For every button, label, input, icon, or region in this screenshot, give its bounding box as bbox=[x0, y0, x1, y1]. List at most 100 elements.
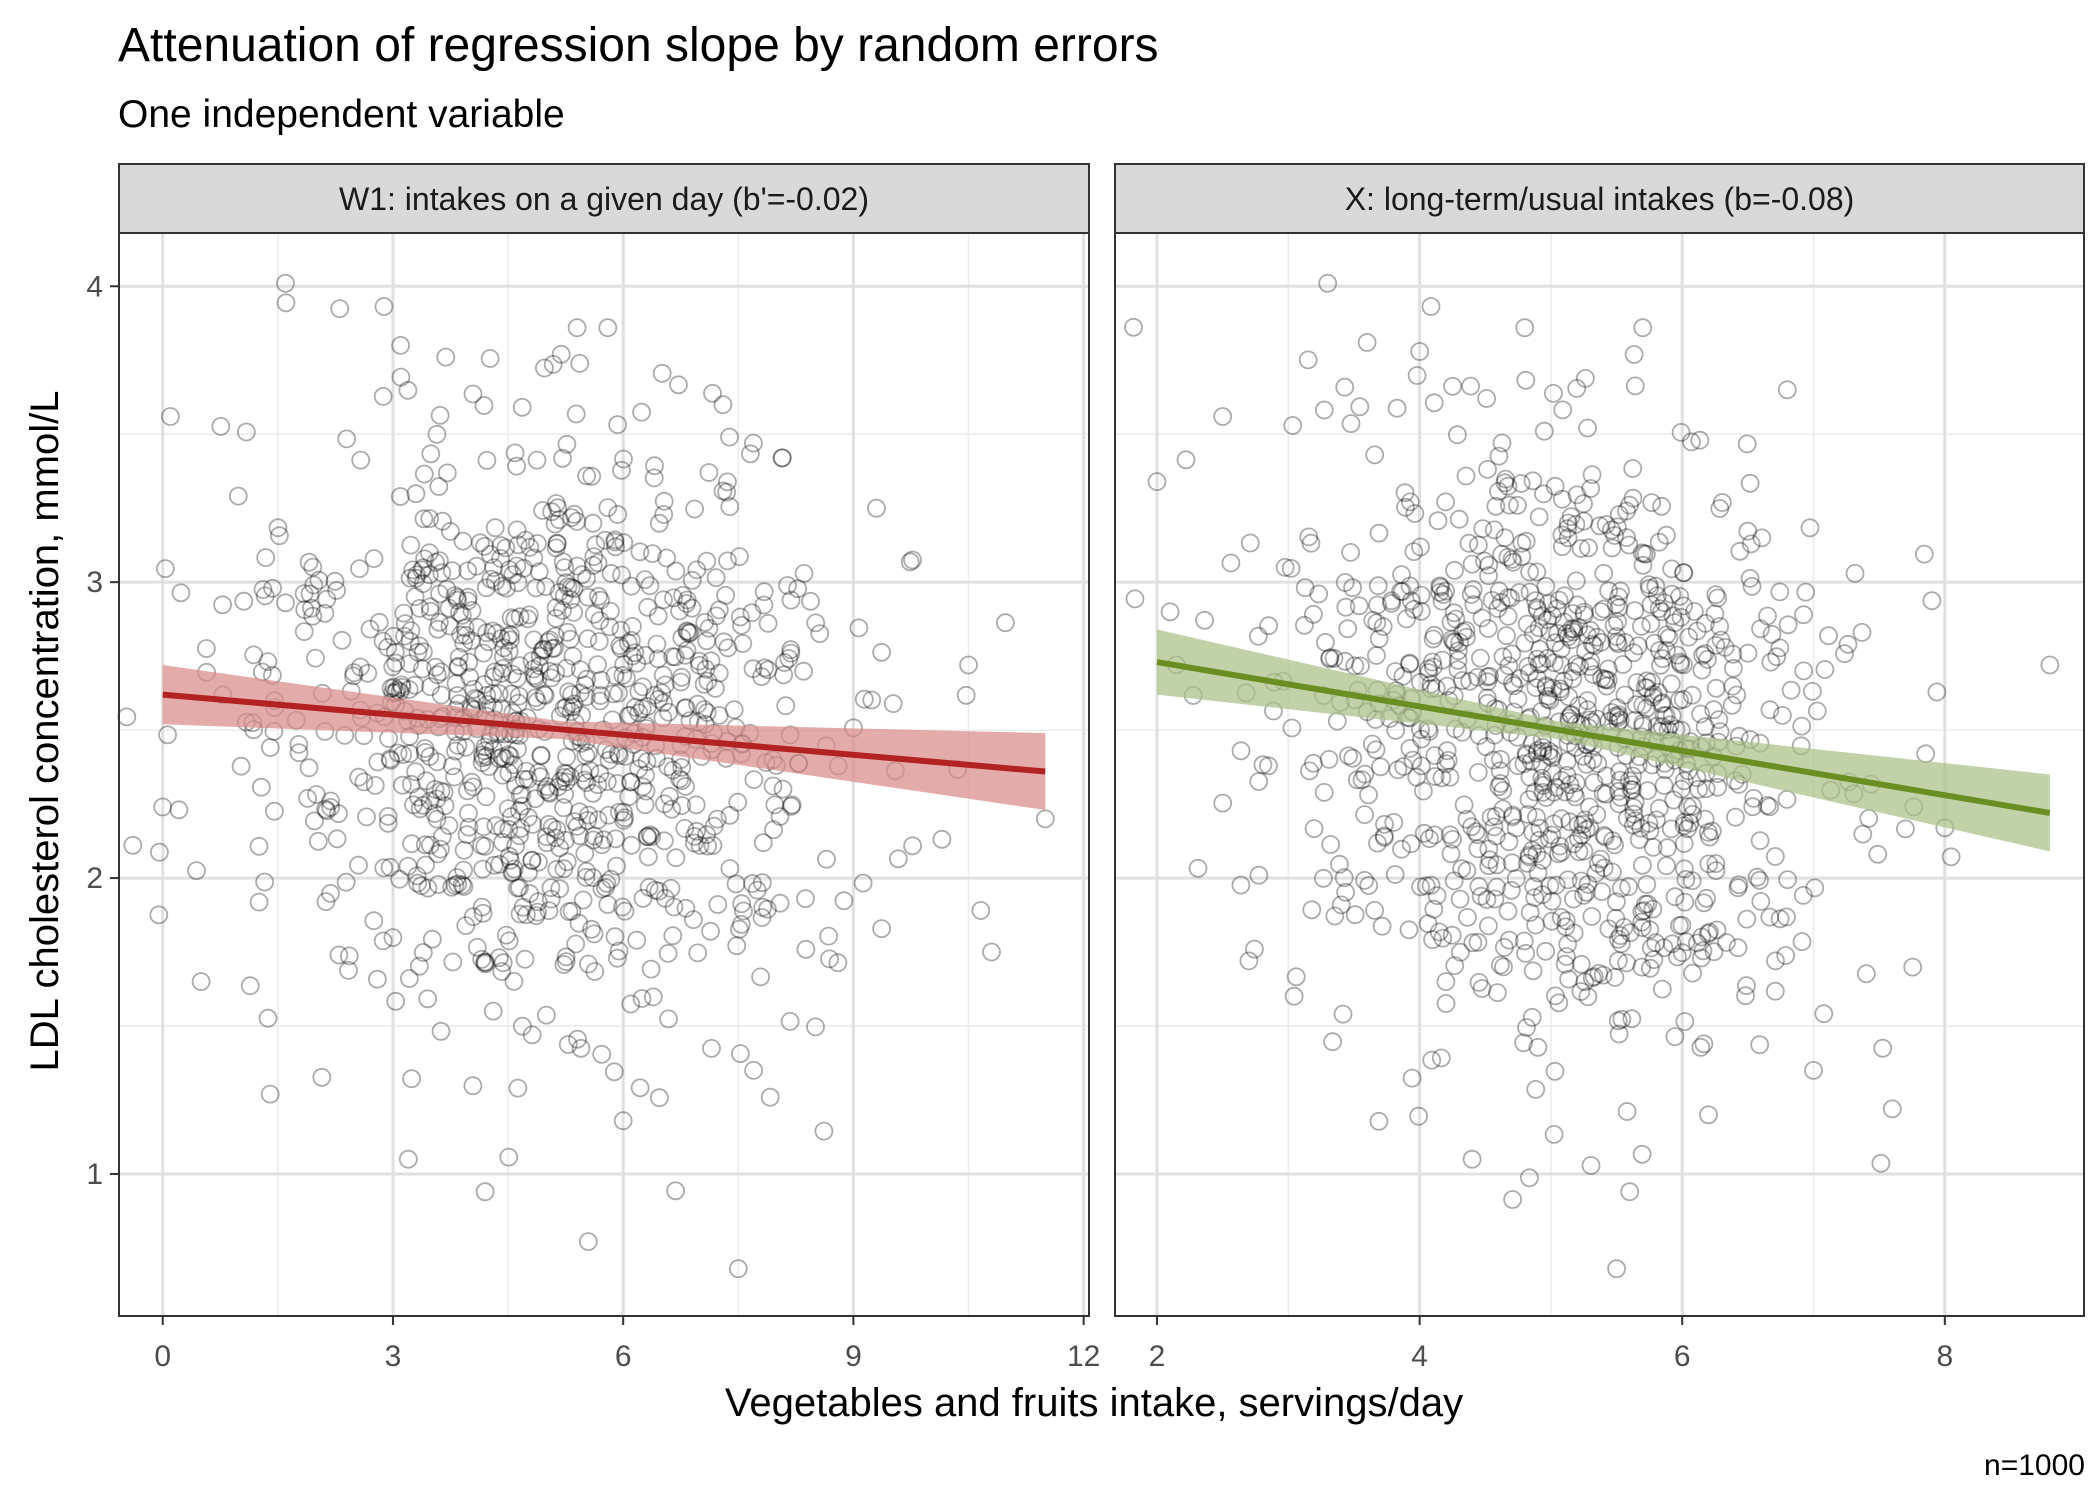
data-point bbox=[659, 1009, 678, 1029]
data-point bbox=[1641, 595, 1661, 614]
data-point bbox=[498, 627, 518, 646]
data-point bbox=[588, 775, 608, 795]
data-point bbox=[1710, 617, 1730, 636]
data-point bbox=[1438, 751, 1458, 770]
data-point bbox=[1620, 495, 1639, 515]
data-point bbox=[629, 682, 649, 701]
data-point bbox=[584, 547, 604, 566]
data-point bbox=[1514, 1033, 1533, 1053]
data-point bbox=[744, 770, 764, 789]
data-point bbox=[1708, 588, 1727, 608]
data-point bbox=[688, 694, 707, 714]
data-point bbox=[1670, 587, 1690, 606]
data-point bbox=[1567, 654, 1587, 674]
data-point bbox=[432, 827, 452, 846]
data-point bbox=[661, 879, 681, 898]
data-point bbox=[1035, 809, 1055, 829]
data-point bbox=[584, 604, 604, 624]
data-point bbox=[1478, 672, 1497, 692]
chart-subtitle: One independent variable bbox=[118, 93, 565, 136]
data-point bbox=[304, 575, 324, 595]
data-point bbox=[648, 649, 668, 669]
data-point bbox=[605, 530, 625, 550]
data-point bbox=[549, 510, 569, 530]
data-point bbox=[1582, 968, 1602, 988]
data-point bbox=[1737, 434, 1757, 454]
data-point bbox=[475, 1182, 495, 1202]
data-point bbox=[522, 1025, 542, 1045]
data-point bbox=[1770, 638, 1790, 658]
data-point bbox=[601, 564, 621, 583]
data-point bbox=[1649, 798, 1669, 818]
data-point bbox=[704, 816, 724, 836]
data-point bbox=[458, 561, 478, 581]
data-point bbox=[1454, 795, 1474, 815]
data-point bbox=[1498, 476, 1518, 496]
data-point bbox=[429, 551, 449, 570]
data-point bbox=[1606, 706, 1626, 726]
data-point bbox=[1388, 760, 1408, 780]
data-point bbox=[295, 600, 315, 619]
data-point bbox=[1444, 871, 1464, 891]
data-point bbox=[1477, 890, 1497, 909]
data-point bbox=[369, 612, 389, 632]
data-point bbox=[687, 560, 707, 580]
data-point bbox=[1502, 880, 1521, 900]
data-point bbox=[1691, 948, 1711, 968]
data-point bbox=[806, 613, 826, 633]
data-point bbox=[1540, 622, 1560, 642]
data-point bbox=[1440, 767, 1460, 787]
data-point bbox=[1633, 318, 1653, 338]
data-point bbox=[1636, 894, 1655, 914]
data-point bbox=[570, 683, 590, 703]
data-point bbox=[1430, 583, 1450, 602]
data-point bbox=[1399, 920, 1419, 940]
data-point bbox=[1510, 669, 1529, 688]
data-point bbox=[407, 565, 427, 585]
data-point bbox=[1620, 1182, 1640, 1202]
data-point bbox=[483, 1001, 503, 1021]
data-point bbox=[1431, 577, 1450, 597]
data-point bbox=[1494, 938, 1514, 957]
data-point bbox=[584, 924, 604, 944]
data-point bbox=[1545, 633, 1565, 653]
data-point bbox=[1648, 682, 1668, 702]
data-point bbox=[1319, 750, 1339, 769]
x-tick-label: 8 bbox=[1936, 1340, 1953, 1373]
data-point bbox=[1536, 677, 1556, 697]
data-point bbox=[754, 595, 774, 615]
data-point bbox=[169, 800, 189, 820]
data-point bbox=[1522, 840, 1542, 860]
data-point bbox=[408, 873, 428, 893]
data-point bbox=[1418, 914, 1438, 934]
data-point bbox=[1286, 967, 1306, 987]
data-point bbox=[1625, 710, 1645, 730]
data-point bbox=[621, 772, 641, 792]
data-point bbox=[1564, 619, 1584, 639]
data-point bbox=[1800, 518, 1820, 538]
data-point bbox=[1584, 773, 1604, 792]
x-tick-label: 2 bbox=[1149, 1340, 1166, 1373]
data-point bbox=[781, 796, 801, 816]
data-point bbox=[476, 578, 496, 598]
data-point bbox=[608, 774, 627, 793]
data-point bbox=[1468, 932, 1488, 952]
data-point bbox=[564, 694, 584, 714]
data-point bbox=[1623, 459, 1643, 478]
data-point bbox=[462, 772, 482, 792]
data-point bbox=[1576, 820, 1596, 839]
data-point bbox=[622, 631, 641, 650]
data-point bbox=[1588, 854, 1608, 873]
data-point bbox=[463, 1076, 483, 1096]
data-point bbox=[512, 397, 532, 417]
data-point bbox=[1437, 741, 1457, 761]
data-point bbox=[1480, 666, 1499, 686]
data-point bbox=[872, 642, 891, 662]
data-point bbox=[1636, 544, 1656, 564]
data-point bbox=[479, 632, 498, 652]
data-point bbox=[1698, 924, 1718, 944]
data-point bbox=[479, 757, 499, 776]
data-point bbox=[541, 889, 561, 909]
data-point bbox=[545, 638, 564, 658]
